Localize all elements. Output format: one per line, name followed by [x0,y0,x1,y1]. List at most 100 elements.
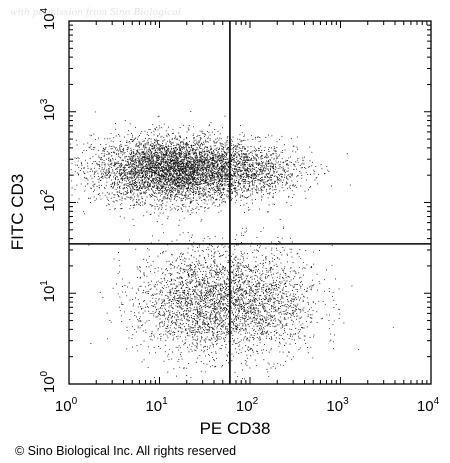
scatter-point [198,160,200,162]
scatter-point [206,203,208,205]
scatter-point [158,181,159,183]
scatter-point [178,152,180,153]
scatter-point [174,196,176,198]
scatter-point [142,171,144,173]
scatter-point [159,180,161,182]
scatter-point [194,150,196,152]
scatter-point [165,142,167,144]
scatter-point [215,150,217,151]
scatter-point [243,153,245,154]
scatter-point [208,169,210,170]
scatter-point [109,175,111,177]
scatter-point [201,175,203,177]
scatter-point [193,170,195,171]
scatter-point [221,202,223,204]
scatter-point [136,165,137,167]
scatter-point [223,146,224,148]
scatter-point [262,186,264,188]
scatter-point [248,178,249,180]
scatter-point [199,177,201,179]
scatter-point [132,151,134,153]
scatter-point [266,176,268,178]
scatter-point [74,189,76,190]
scatter-point [157,181,158,182]
scatter-point [166,182,168,184]
scatter-point [205,134,206,136]
scatter-point [139,163,141,165]
scatter-point [157,159,158,161]
scatter-point [175,147,177,148]
scatter-point [179,160,181,162]
scatter-point [207,150,209,152]
scatter-point [192,191,194,193]
scatter-point [146,142,148,144]
scatter-point [165,165,167,167]
scatter-point [213,167,215,169]
scatter-point [206,157,208,158]
scatter-point [171,139,173,140]
scatter-point [186,170,187,172]
scatter-point [265,155,267,157]
scatter-point [190,163,192,164]
scatter-point [122,188,124,190]
scatter-point [209,173,210,175]
scatter-point [159,179,160,181]
scatter-point [153,180,155,181]
scatter-point [134,139,135,141]
scatter-point [144,159,146,161]
scatter-point [86,178,88,180]
scatter-point [161,200,163,201]
scatter-point [193,145,194,146]
scatter-point [162,169,164,171]
scatter-point [164,167,166,168]
scatter-point [198,141,200,143]
scatter-point [185,181,187,183]
scatter-point [156,203,158,205]
scatter-point [126,187,127,188]
scatter-point [118,165,120,167]
scatter-point [189,193,191,195]
scatter-point [119,146,121,148]
scatter-point [175,150,177,152]
scatter-point [212,187,214,189]
scatter-point [130,147,132,149]
scatter-point [108,168,109,170]
scatter-point [165,177,167,178]
scatter-point [145,175,146,176]
scatter-point [130,154,132,155]
scatter-point [141,171,143,173]
scatter-point [126,150,128,152]
scatter-point [189,156,191,157]
scatter-point [174,176,176,178]
scatter-point [167,174,168,176]
scatter-point [236,145,238,147]
scatter-point [252,165,254,167]
scatter-point [165,172,167,174]
scatter-point [168,192,170,194]
scatter-point [179,135,181,137]
scatter-point [157,165,159,167]
scatter-point [222,176,223,178]
scatter-point [192,141,194,143]
scatter-point [174,188,176,190]
scatter-point [163,157,165,159]
scatter-point [205,200,207,202]
scatter-point [191,178,193,179]
scatter-point [194,167,196,169]
scatter-point [135,158,137,160]
scatter-point [210,158,212,160]
scatter-point [121,151,122,153]
scatter-point [217,171,219,173]
scatter-point [207,162,209,164]
scatter-point [121,203,123,205]
scatter-point [227,184,228,186]
scatter-point [199,187,201,189]
scatter-point [139,175,141,176]
scatter-point [109,137,111,139]
scatter-point [178,144,180,146]
scatter-point [237,185,239,187]
scatter-point [150,158,152,159]
scatter-point [157,173,159,175]
scatter-point [276,141,278,143]
scatter-point [149,168,150,170]
